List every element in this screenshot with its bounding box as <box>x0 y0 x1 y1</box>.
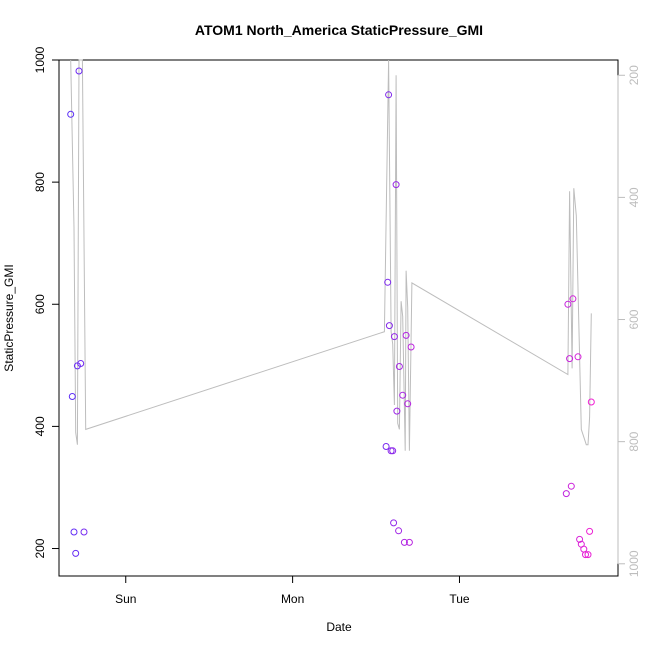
data-point <box>399 391 407 399</box>
y-tick-label: 1000 <box>33 46 47 73</box>
data-point <box>382 443 390 450</box>
data-point <box>407 343 415 351</box>
data-point <box>404 400 412 408</box>
y-tick-label: 400 <box>33 416 47 436</box>
data-point <box>77 360 85 367</box>
y-tick-label: 800 <box>33 172 47 192</box>
data-point <box>402 331 410 339</box>
data-point <box>67 110 75 118</box>
data-point <box>393 407 401 415</box>
y-axis-label: StaticPressure_GMI <box>2 264 16 371</box>
data-point <box>72 549 80 557</box>
data-point <box>405 538 413 546</box>
data-point <box>385 322 393 330</box>
y-tick-label: 600 <box>33 294 47 314</box>
line-layer <box>70 59 592 451</box>
data-point <box>392 181 400 189</box>
data-point <box>68 393 76 400</box>
x-tick-label: Mon <box>281 592 304 606</box>
data-point <box>587 398 595 406</box>
x-tick-label: Sun <box>115 592 136 606</box>
data-point <box>562 490 570 498</box>
data-point <box>586 527 594 535</box>
y2-tick-label: 600 <box>627 309 641 329</box>
data-point <box>390 333 398 341</box>
data-point <box>564 300 572 308</box>
y2-tick-label: 200 <box>627 65 641 85</box>
data-point <box>390 519 398 527</box>
chart-title: ATOM1 North_America StaticPressure_GMI <box>195 22 483 38</box>
data-point <box>400 538 408 546</box>
y-tick-label: 200 <box>33 538 47 558</box>
data-point <box>567 482 575 490</box>
data-point <box>569 295 577 303</box>
point-layer <box>67 67 595 559</box>
data-point <box>385 91 393 99</box>
data-point <box>574 353 582 361</box>
y2-axis: 200 400 600 800 1000 <box>617 65 641 577</box>
data-point <box>384 278 392 286</box>
y2-tick-label: 400 <box>627 187 641 207</box>
data-point <box>566 355 574 363</box>
data-point <box>582 551 589 559</box>
data-point <box>584 551 592 559</box>
data-point <box>395 363 403 370</box>
y-axis: 200 400 600 800 1000 <box>33 46 60 559</box>
data-point <box>395 527 403 535</box>
data-point <box>576 535 584 543</box>
series-line <box>70 59 592 451</box>
data-point <box>80 528 88 536</box>
x-axis-label: Date <box>326 620 352 634</box>
y2-tick-label: 800 <box>627 431 641 451</box>
x-tick-label: Tue <box>449 592 470 606</box>
x-axis: Sun Mon Tue <box>115 575 470 606</box>
y2-tick-label: 1000 <box>627 550 641 577</box>
data-point <box>75 67 83 75</box>
data-point <box>70 528 78 536</box>
data-point <box>389 447 397 455</box>
plot-frame <box>58 59 619 577</box>
